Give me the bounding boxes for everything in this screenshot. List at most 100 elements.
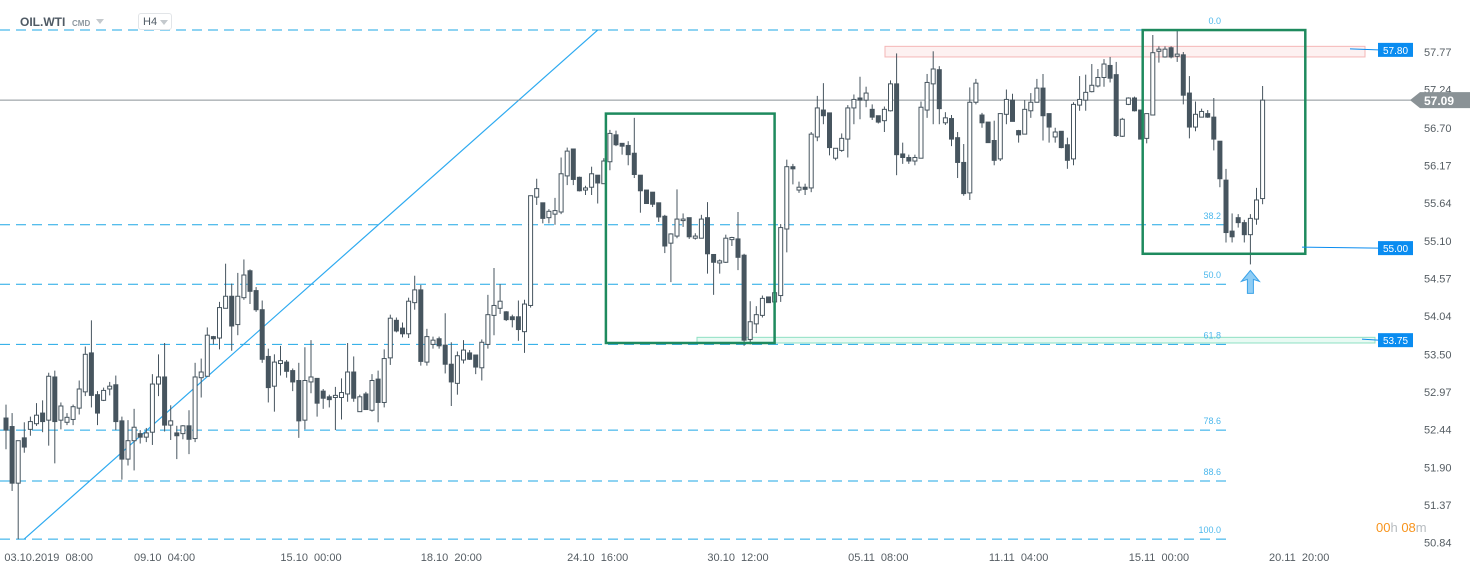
x-tick-label: 03.10.2019 08:00 — [4, 552, 93, 564]
candle-bullish — [308, 376, 314, 383]
price-label-box — [1378, 42, 1413, 57]
x-tick-label: 20.11 20:00 — [1269, 552, 1329, 564]
candle-bullish — [1125, 97, 1131, 105]
candle-bullish — [967, 101, 973, 194]
current-price-badge — [1410, 92, 1470, 109]
y-tick-label: 56.17 — [1424, 160, 1452, 172]
candle-bearish — [436, 338, 442, 347]
candle-bullish — [833, 147, 839, 159]
candle-bullish — [1144, 113, 1150, 139]
candle-bullish — [491, 304, 497, 316]
candle-bullish — [1071, 103, 1076, 160]
candle-bearish — [1064, 144, 1070, 161]
candle-bullish — [1034, 87, 1040, 103]
price-label-box — [1378, 241, 1413, 256]
candle-bearish — [979, 114, 985, 124]
candle-bearish — [637, 174, 643, 192]
candle-bullish — [302, 380, 308, 421]
candle-bullish — [845, 107, 851, 140]
candle-bearish — [869, 108, 875, 118]
candle-bearish — [1132, 97, 1137, 112]
candle-bullish — [27, 421, 33, 430]
candle-bearish — [656, 202, 662, 218]
candle-bullish — [784, 166, 790, 230]
candle-bullish — [1101, 63, 1107, 78]
candle-bearish — [820, 109, 826, 117]
candle-bearish — [570, 148, 576, 180]
candle-bullish — [485, 314, 491, 345]
y-tick-label: 51.90 — [1424, 463, 1452, 475]
candle-bearish — [900, 153, 906, 158]
candle-bearish — [1235, 217, 1241, 224]
candle-bullish — [747, 321, 753, 340]
candle-bearish — [705, 217, 710, 255]
candle-bullish — [778, 227, 784, 297]
candle-bullish — [107, 385, 113, 390]
candle-bullish — [369, 380, 375, 411]
fib-level-label: 0.0 — [1208, 16, 1221, 26]
support-zone — [696, 336, 1376, 344]
candle-bullish — [15, 440, 21, 484]
candle-bearish — [503, 311, 509, 321]
candle-bearish — [265, 355, 271, 389]
candle-bearish — [991, 140, 997, 161]
candle-bullish — [381, 358, 387, 403]
candle-bearish — [253, 290, 259, 311]
candle-bearish — [540, 202, 546, 219]
signal-arrow — [1239, 269, 1261, 294]
x-tick-label: 11.11 04:00 — [989, 552, 1049, 564]
candle-bullish — [143, 432, 149, 438]
candle-bullish — [430, 339, 436, 345]
candle-bullish — [412, 289, 418, 304]
symbol-dropdown-icon[interactable] — [96, 19, 104, 24]
x-tick-label: 15.11 00:00 — [1129, 552, 1189, 564]
price-label-text: 57.80 — [1383, 46, 1408, 57]
fibonacci-retracement[interactable]: 0.0 38.2 50.0 61.8 78.6 88.6 100.0 — [0, 16, 1226, 540]
candle-bearish — [662, 215, 668, 247]
candle-bearish — [442, 344, 448, 365]
candle-bullish — [1162, 48, 1168, 58]
candle-bullish — [34, 414, 39, 425]
candle-bullish — [912, 156, 918, 162]
x-axis[interactable]: 03.10.2019 08:00 09.10 04:00 15.10 00:00 18… — [4, 552, 1329, 564]
candle-bullish — [1119, 118, 1125, 137]
trendline-layer[interactable] — [23, 29, 599, 540]
candle-bullish — [387, 317, 393, 359]
candle-bullish — [546, 210, 552, 219]
highlight-box — [1141, 28, 1307, 256]
candle-bullish — [192, 376, 198, 440]
candle-bearish — [186, 425, 192, 440]
candle-bullish — [46, 375, 52, 421]
candle-bullish — [753, 314, 759, 325]
candle-bullish — [692, 235, 698, 239]
candle-bullish — [1089, 84, 1095, 93]
y-tick-label: 50.84 — [1424, 538, 1452, 550]
boxes-layer[interactable] — [604, 28, 1307, 345]
candle-bullish — [64, 416, 70, 423]
fib-level-label: 50.0 — [1203, 270, 1221, 280]
candle-bullish — [1156, 48, 1162, 52]
candle-bearish — [906, 156, 912, 162]
y-axis[interactable]: 57.7757.2456.7056.1755.6455.1054.5754.04… — [1410, 47, 1470, 550]
candle-bullish — [674, 218, 680, 237]
timeframe-select[interactable]: H4 — [138, 13, 172, 30]
candle-bearish — [3, 417, 9, 431]
fib-level-label: 38.2 — [1203, 211, 1221, 221]
x-tick-label: 24.10 16:00 — [567, 552, 628, 564]
candle-bullish — [528, 195, 534, 306]
candle-bearish — [827, 112, 832, 149]
symbol-name[interactable]: OIL.WTI — [20, 15, 66, 29]
candle-bullish — [1003, 98, 1009, 115]
price-label-connector — [1361, 338, 1379, 341]
candle-bearish — [1058, 130, 1064, 149]
candle-bullish — [1254, 199, 1259, 220]
candle-bearish — [1180, 54, 1186, 96]
candle-bearish — [961, 161, 967, 195]
timer-hours: 00 — [1376, 520, 1391, 535]
candle-bearish — [613, 134, 619, 146]
timeframe-value: H4 — [143, 16, 158, 28]
x-tick-label: 18.10 20:00 — [421, 552, 482, 564]
fib-level-label: 78.6 — [1203, 416, 1221, 426]
fib-level-label: 100.0 — [1198, 525, 1221, 535]
